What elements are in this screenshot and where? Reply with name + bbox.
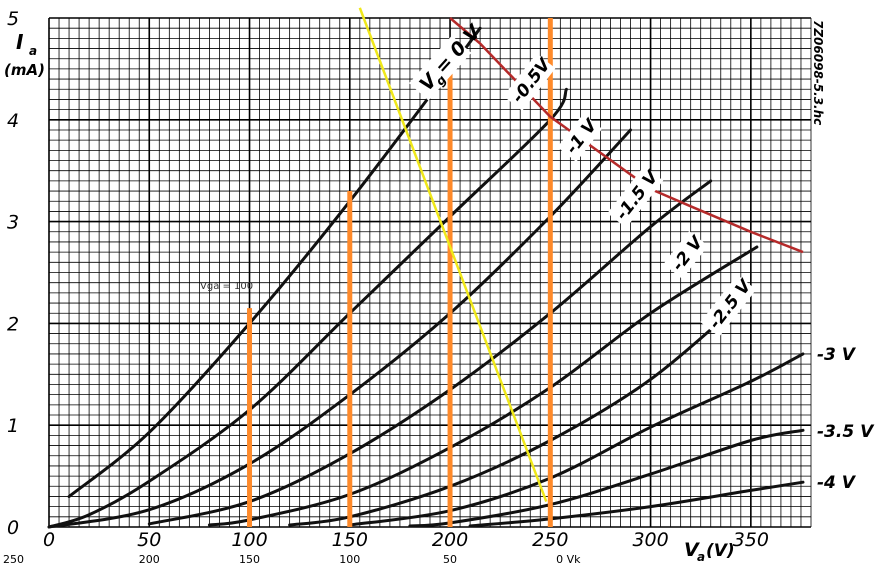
curve-label-bg — [503, 53, 556, 111]
curve-label-neg-4v: -4 V — [817, 473, 857, 493]
x-tick-label: 50 — [137, 529, 161, 551]
x-tick-label: 200 — [432, 529, 468, 551]
series-curve-1 — [47, 87, 568, 529]
curve-label-bg — [409, 35, 472, 101]
y-tick-label: 2 — [7, 313, 19, 335]
x-secondary-label: 250 — [3, 553, 24, 566]
vertical-code-annotation: 7Z06098-5.3.hc — [811, 20, 825, 125]
curve-label-bg — [663, 230, 709, 279]
x-axis-label-unit: (V) — [706, 541, 735, 561]
y-axis-label-symbol: I — [16, 30, 24, 54]
curve-label-bg — [607, 165, 664, 228]
x-secondary-label: 200 — [139, 553, 160, 566]
y-tick-label: 3 — [7, 212, 19, 234]
y-tick-label: 4 — [7, 110, 19, 132]
curve-label-neg-3-5v: -3.5 V — [817, 422, 875, 442]
x-axis-label-symbol: V — [684, 539, 700, 561]
x-tick-label: 150 — [332, 529, 368, 551]
y-tick-label: 0 — [7, 517, 19, 539]
curve-label-bg — [557, 113, 603, 162]
x-secondary-label: 100 — [339, 553, 360, 566]
x-tick-label: 100 — [231, 529, 267, 551]
series-curve-4 — [207, 245, 759, 527]
y-axis-label-unit: (mA) — [4, 61, 45, 79]
y-axis-label-subscript: a — [29, 44, 37, 58]
y-tick-label: 5 — [7, 8, 19, 30]
x-secondary-label: 50 — [443, 553, 457, 566]
grid — [48, 17, 812, 528]
x-secondary-label: 150 — [239, 553, 260, 566]
series-curve-6 — [348, 352, 805, 527]
x-axis-label-subscript: a — [697, 550, 705, 564]
y-tick-label: 1 — [7, 415, 19, 437]
x-tick-label: 250 — [532, 529, 568, 551]
vga-note: Vga = 100 — [200, 281, 253, 292]
series-curve-8 — [468, 480, 805, 528]
x-tick-label: 350 — [733, 529, 769, 551]
curve-label-neg-3v: -3 V — [817, 345, 857, 365]
x-secondary-label: 0 Vk — [556, 553, 581, 566]
x-tick-label: 0 — [43, 529, 55, 551]
curve-label-bg — [700, 274, 757, 337]
load-line — [358, 7, 548, 502]
x-tick-label: 300 — [632, 529, 668, 551]
